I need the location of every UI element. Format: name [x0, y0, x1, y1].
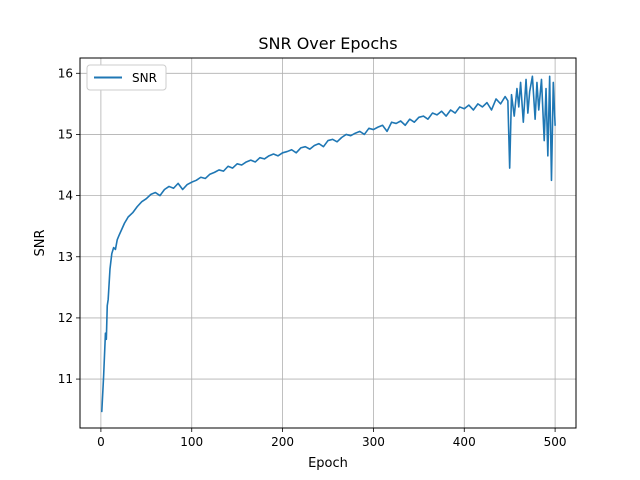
y-tick-label: 14 [58, 189, 73, 203]
plot-area [80, 58, 576, 428]
x-axis-label: Epoch [308, 456, 348, 471]
y-tick-label: 11 [58, 372, 73, 386]
x-tick-label: 0 [97, 435, 105, 449]
y-axis-ticks: 11 12 13 14 15 16 [58, 66, 80, 386]
chart-title: SNR Over Epochs [258, 34, 397, 53]
y-tick-label: 16 [58, 66, 73, 80]
y-axis-label: SNR [33, 229, 48, 256]
x-tick-label: 200 [271, 435, 294, 449]
x-tick-label: 300 [362, 435, 385, 449]
y-tick-label: 12 [58, 311, 73, 325]
legend-box [86, 64, 167, 91]
legend-label-snr: SNR [132, 71, 157, 85]
x-tick-label: 500 [544, 435, 567, 449]
plot-frame [79, 57, 577, 429]
y-tick-label: 15 [58, 127, 73, 141]
legend: SNR [86, 64, 167, 91]
x-tick-label: 400 [453, 435, 476, 449]
series-layer [101, 75, 556, 413]
x-axis-ticks: 0 100 200 300 400 500 [97, 428, 567, 449]
series-line-snr [101, 75, 556, 413]
grid-lines [80, 58, 576, 428]
x-tick-label: 100 [180, 435, 203, 449]
y-tick-label: 13 [58, 250, 73, 264]
